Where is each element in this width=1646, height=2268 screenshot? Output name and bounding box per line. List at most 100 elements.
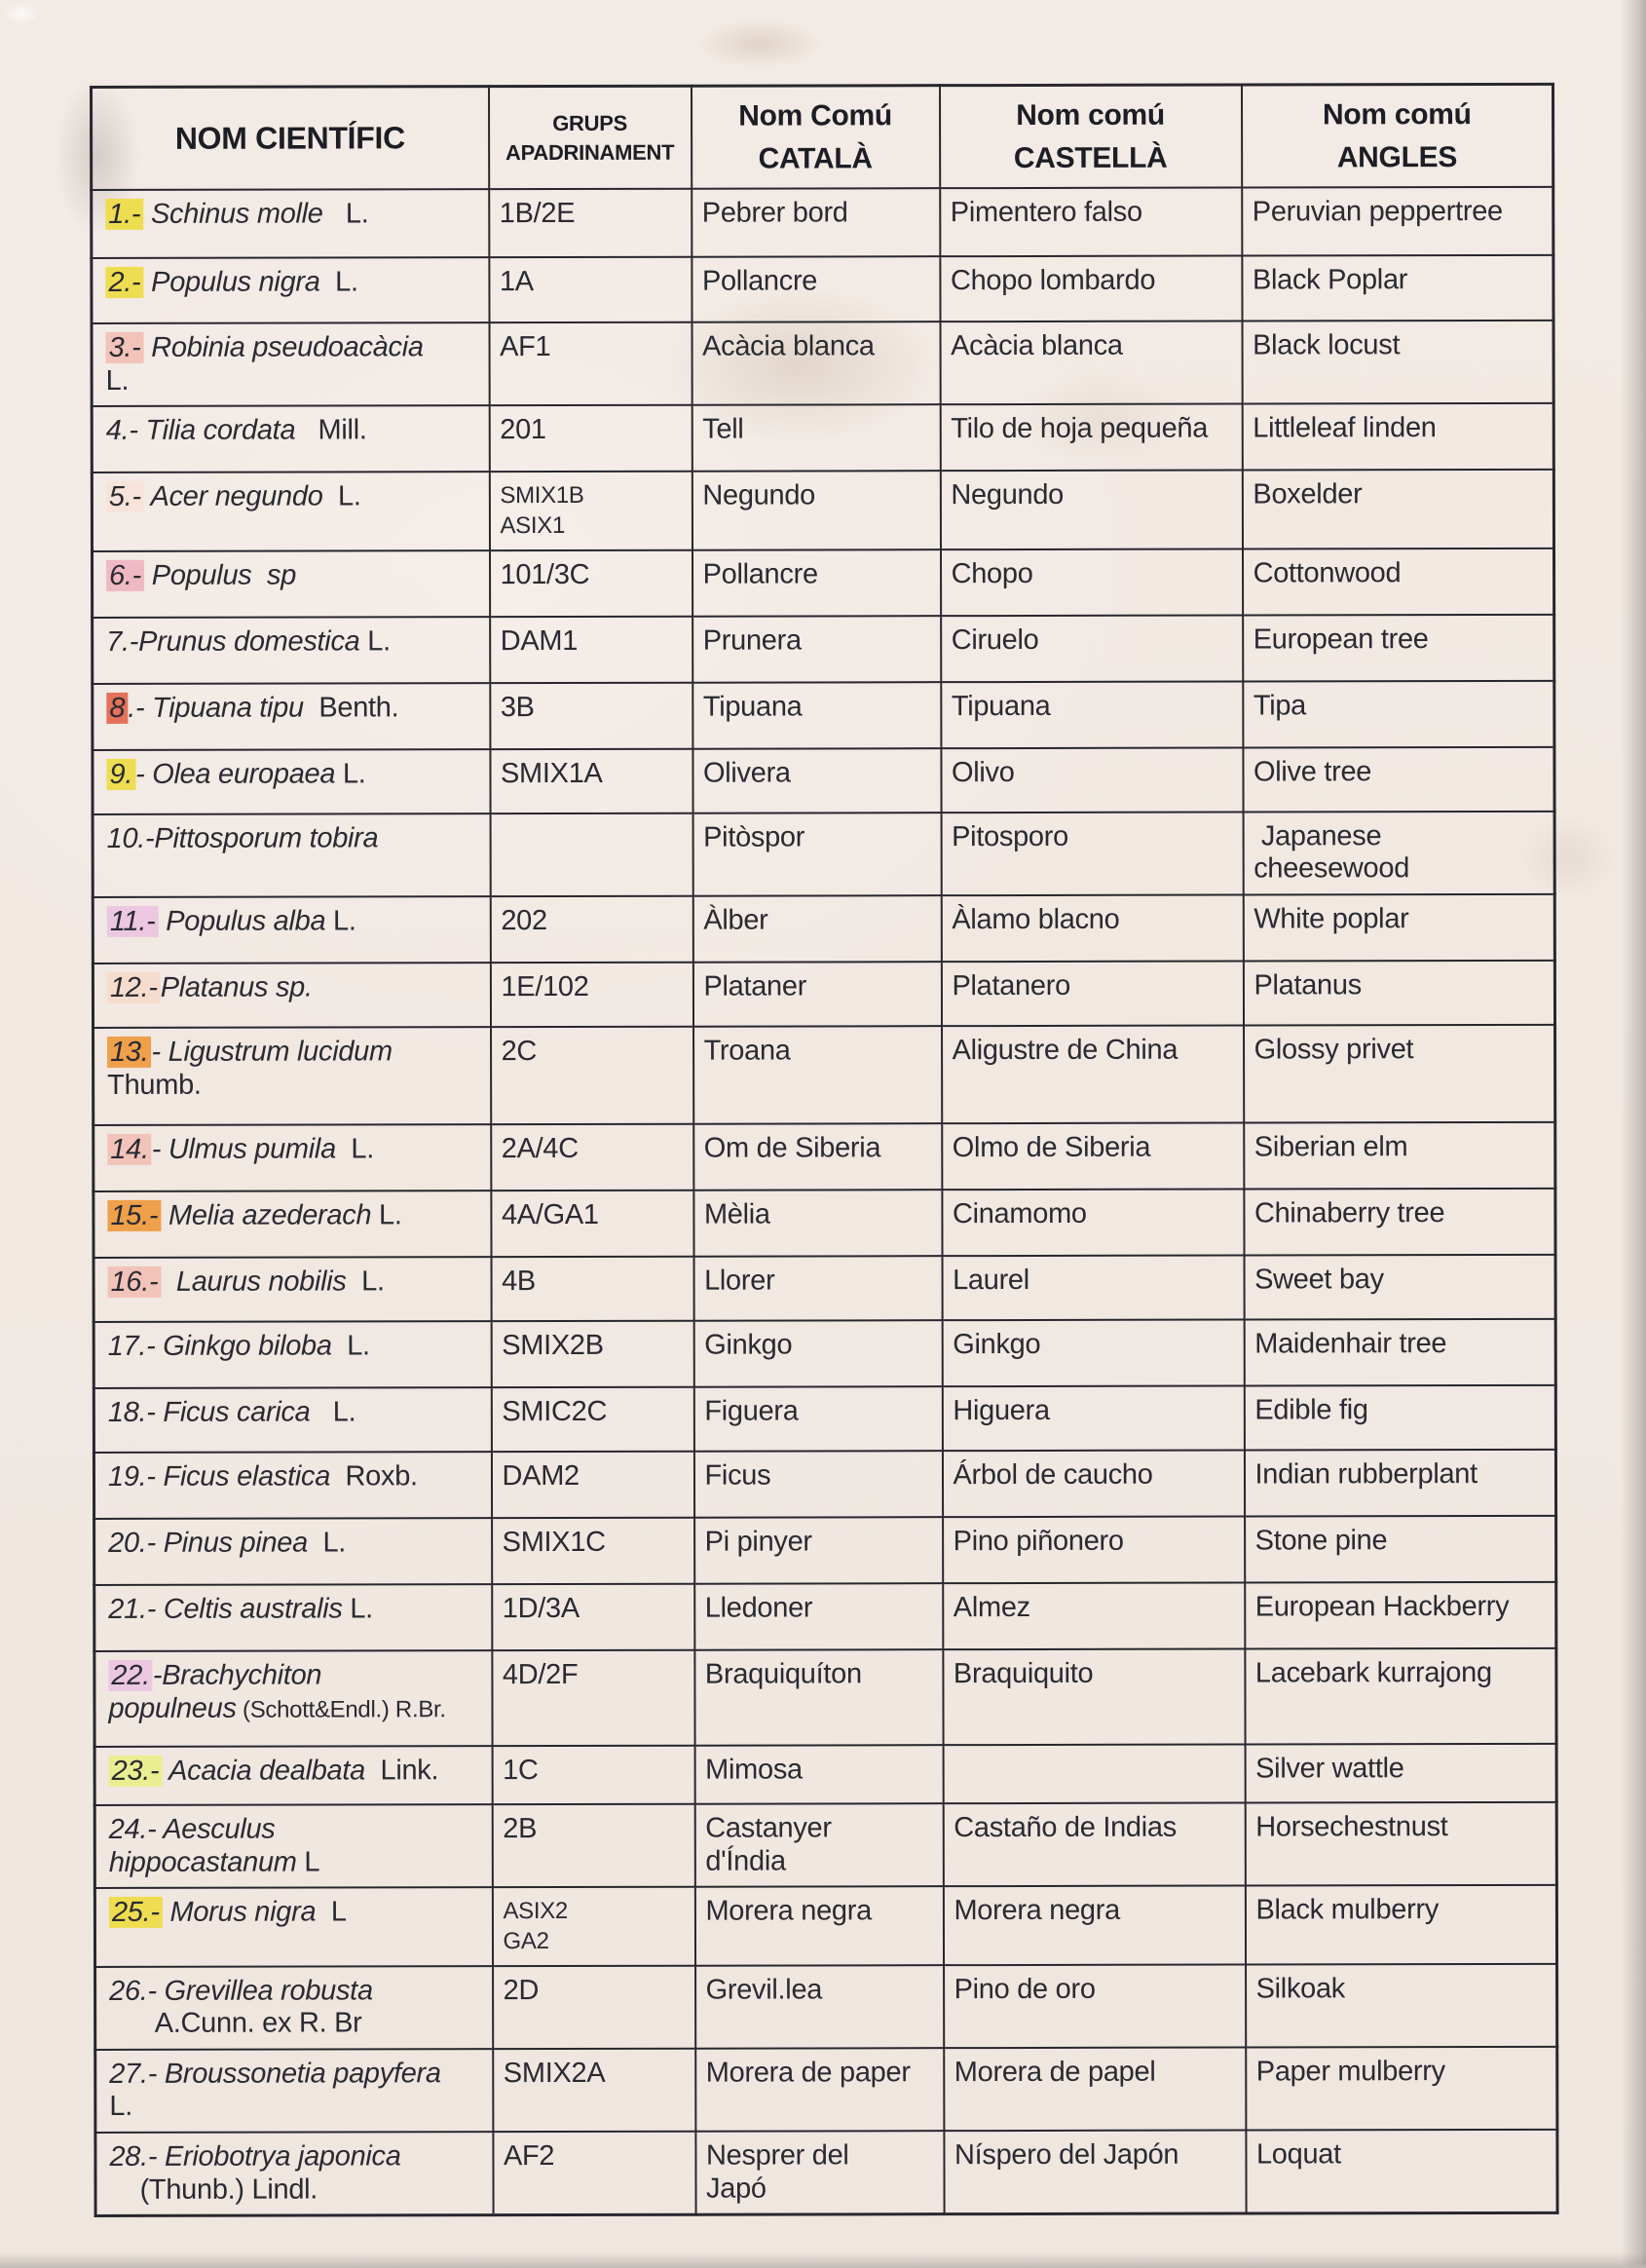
- row-number: 21.-: [108, 1593, 157, 1625]
- scientific-name-segment: L.: [310, 1396, 356, 1428]
- table-row: 5.- Acer negundo L. SMIX1B ASIX1 Negundo Ne…: [92, 470, 1554, 551]
- castella-cell: Cinamomo: [941, 1189, 1245, 1257]
- group-cell: 1B/2E: [488, 188, 692, 258]
- row-number: 4.-: [105, 415, 138, 447]
- group-cell: AF1: [489, 321, 692, 406]
- catala-cell: Llorer: [693, 1256, 943, 1321]
- castella-cell: Laurel: [942, 1255, 1245, 1321]
- scientific-name-cell: 25.- Morus nigra L: [94, 1887, 493, 1967]
- row-number-highlight: 6.-: [106, 559, 145, 591]
- table-row: 21.- Celtis australis L. 1D/3A Lledoner Alm…: [94, 1581, 1556, 1651]
- group-cell: AF2: [492, 2131, 696, 2215]
- scientific-name-segment: Celtis australis: [156, 1593, 343, 1625]
- header-nom-cientific: NOM CIENTÍFIC: [91, 86, 489, 190]
- table-row: 28.- Eriobotrya japonica (Thunb.) Lindl.…: [94, 2129, 1558, 2216]
- row-number-highlight: 9.: [106, 758, 136, 790]
- scientific-name-segment: Grevillea robusta: [156, 1974, 373, 2007]
- angles-cell: Chinaberry tree: [1243, 1188, 1556, 1256]
- castella-cell: Pino de oro: [943, 1964, 1246, 2048]
- catala-cell: Figuera: [693, 1386, 943, 1452]
- angles-cell: Boxelder: [1242, 470, 1554, 549]
- row-number-highlight: 11.-: [106, 905, 159, 937]
- catala-cell: Pitòspor: [692, 812, 942, 896]
- scientific-name-segment: Ficus elastica: [155, 1460, 331, 1493]
- table-row: 3.- Robinia pseudoacàcia L. AF1 Acàcia bla…: [92, 320, 1554, 407]
- angles-cell: European Hackberry: [1244, 1581, 1556, 1649]
- group-cell: SMIX1B ASIX1: [489, 471, 692, 550]
- group-cell: 1A: [488, 256, 692, 323]
- catala-cell: Lledoner: [693, 1583, 943, 1650]
- castella-cell: Braquiquito: [942, 1648, 1246, 1746]
- group-cell: 4A/GA1: [490, 1190, 694, 1258]
- row-number-highlight: 14.: [107, 1133, 152, 1165]
- scientific-name-segment: L.: [331, 1330, 370, 1362]
- row-number-highlight: 25.-: [108, 1896, 163, 1929]
- scientific-name-segment: Pittosporum tobira: [154, 822, 379, 854]
- scientific-name-segment: L.: [359, 624, 391, 658]
- scientific-name-cell: 20.- Pinus pinea L.: [94, 1518, 492, 1585]
- scientific-name-cell: 21.- Celtis australis L.: [94, 1584, 492, 1651]
- scientific-name-segment: Ginkgo biloba: [155, 1330, 332, 1362]
- table-header-row: NOM CIENTÍFIC GRUPS APADRINAMENT Nom Com…: [91, 84, 1553, 190]
- scientific-name-cell: 4.- Tilia cordata Mill.: [92, 405, 490, 473]
- scientific-name-segment: L.: [307, 1527, 347, 1559]
- catala-cell: Tipuana: [692, 681, 941, 749]
- group-cell: 4B: [491, 1256, 694, 1322]
- angles-cell: Lacebark kurrajong: [1244, 1647, 1557, 1745]
- table-row: 17.- Ginkgo biloba L. SMIX2B Ginkgo Ginkgo M…: [94, 1318, 1556, 1388]
- table-row: 16.- Laurus nobilis L. 4B Llorer Laurel Swee…: [94, 1254, 1556, 1322]
- group-cell: SMIX1C: [491, 1517, 694, 1585]
- catala-cell: Prunera: [692, 615, 941, 683]
- scientific-name-cell: 18.- Ficus carica L.: [94, 1387, 492, 1453]
- group-cell: [490, 813, 693, 897]
- row-number: 19.-: [107, 1460, 156, 1493]
- scan-smudge: [672, 10, 847, 78]
- table-row: 7.-Prunus domestica L. DAM1 Prunera Ciruelo…: [92, 614, 1554, 684]
- scientific-name-segment: L.: [346, 1266, 385, 1298]
- group-cell: 2C: [490, 1026, 693, 1125]
- group-cell: 201: [489, 404, 692, 472]
- header-nom-comu-catala: Nom Comú CATALÀ: [691, 85, 940, 189]
- species-table-body: 1.- Schinus molle L. 1B/2E Pebrer bord Pime…: [91, 186, 1558, 2216]
- row-number-highlight: 23.-: [108, 1755, 163, 1787]
- castella-cell: Pino piñonero: [942, 1516, 1245, 1584]
- scientific-name-segment: Melia azederach: [161, 1199, 372, 1231]
- scientific-name-segment: Eriobotrya japonica: [157, 2140, 401, 2173]
- group-cell: SMIC2C: [491, 1386, 694, 1453]
- angles-cell: Black locust: [1242, 320, 1554, 404]
- table-row: 18.- Ficus carica L. SMIC2C Figuera Higuera…: [94, 1384, 1556, 1453]
- scientific-name-segment: L.: [335, 758, 366, 790]
- table-row: 12.- Platanus sp. 1E/102 Plataner Platanero P…: [93, 960, 1555, 1028]
- group-cell: 4D/2F: [491, 1649, 695, 1747]
- scientific-name-cell: 27.- Broussonetia papyfera L.: [94, 2048, 493, 2133]
- angles-cell: Black mulberry: [1245, 1884, 1557, 1965]
- castella-cell: Olmo de Siberia: [941, 1122, 1244, 1191]
- catala-cell: Troana: [692, 1026, 942, 1124]
- scientific-name-segment: Populus sp: [143, 559, 297, 591]
- row-number: 27.-: [109, 2058, 158, 2090]
- scientific-name-segment: - Ligustrum lucidum: [151, 1036, 393, 1068]
- scientific-name-segment: .- Tipuana tipu: [128, 692, 304, 724]
- scientific-name-cell: 28.- Eriobotrya japonica (Thunb.) Lindl.: [94, 2132, 494, 2216]
- species-table: NOM CIENTÍFIC GRUPS APADRINAMENT Nom Com…: [90, 82, 1559, 2218]
- scientific-name-segment: Broussonetia papyfera: [157, 2057, 441, 2090]
- scientific-name-segment: Robinia pseudoacàcia: [143, 331, 424, 363]
- castella-cell: [943, 1744, 1246, 1804]
- catala-cell: Mèlia: [692, 1190, 943, 1257]
- scientific-name-cell: 8 .- Tipuana tipu Benth.: [92, 682, 490, 750]
- header-nom-comu-castella: Nom comú CASTELLÀ: [939, 85, 1242, 189]
- scientific-name-cell: 19.- Ficus elastica Roxb.: [94, 1452, 492, 1519]
- scientific-name-cell: 12.- Platanus sp.: [93, 963, 491, 1028]
- scientific-name-segment: L: [316, 1896, 347, 1928]
- group-cell: 2D: [492, 1965, 695, 2049]
- catala-cell: Olivera: [692, 747, 942, 813]
- row-number: 18.-: [107, 1396, 156, 1428]
- group-cell: 101/3C: [489, 549, 692, 617]
- castella-cell: Morera de papel: [943, 2047, 1246, 2132]
- scientific-name-segment: Mill.: [295, 414, 367, 446]
- catala-cell: Tell: [692, 404, 941, 472]
- angles-cell: Littleleaf linden: [1242, 403, 1554, 471]
- table-row: 11.- Populus alba L. 202 Àlber Àlamo blacno…: [93, 893, 1555, 964]
- castella-cell: Ciruelo: [940, 615, 1243, 682]
- table-row: 22. -Brachychiton populneus (Schott&Endl.…: [94, 1647, 1557, 1747]
